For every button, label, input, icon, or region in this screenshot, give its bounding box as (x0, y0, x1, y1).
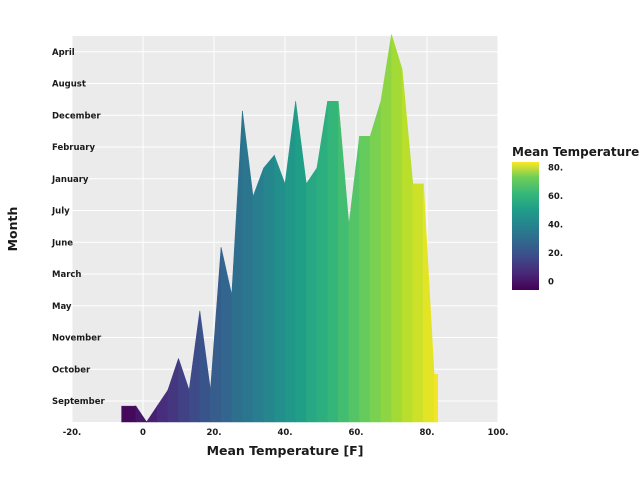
y-tick-label: June (51, 238, 73, 248)
x-tick-label: 60. (348, 428, 363, 438)
area-segment (121, 405, 137, 423)
legend-title: Mean Temperature [F (512, 145, 640, 159)
y-tick-label: December (52, 111, 101, 121)
y-tick-label: October (52, 365, 91, 375)
y-tick-label: September (52, 397, 106, 407)
colorbar (512, 162, 539, 290)
legend-tick-label: 60. (548, 192, 563, 202)
area-segment (433, 374, 438, 423)
y-tick-label: April (52, 48, 75, 58)
area-segment (274, 155, 286, 423)
density-area (121, 34, 438, 423)
y-tick-label: March (52, 270, 81, 280)
y-tick-label: July (51, 207, 70, 217)
x-axis-title: Mean Temperature [F] (207, 443, 364, 458)
x-tick-label: -20. (63, 428, 82, 438)
x-tick-label: 0 (140, 428, 146, 438)
area-segment (412, 183, 424, 423)
area-segment (252, 167, 265, 423)
y-tick-label: May (52, 302, 72, 312)
y-tick-label: August (52, 80, 86, 90)
x-tick-label: 80. (419, 428, 434, 438)
legend-tick-label: 80. (548, 164, 563, 174)
x-tick-label: 100. (488, 428, 509, 438)
legend-tick-label: 20. (548, 249, 563, 259)
colorbar-ticks: 0 20. 40. 60. 80. (548, 164, 563, 288)
x-tick-label: 20. (206, 428, 221, 438)
x-axis-ticks: -20. 0 20. 40. 60. 80. 100. (63, 428, 509, 438)
area-segment (380, 34, 392, 423)
y-tick-label: January (51, 175, 89, 185)
area-segment (305, 167, 318, 423)
area-segment (359, 135, 371, 423)
area-segment (263, 154, 275, 423)
x-tick-label: 40. (277, 428, 292, 438)
area-segment (369, 101, 382, 423)
y-axis-ticks: September October November May March June July… (51, 48, 106, 407)
area-segment (327, 101, 339, 423)
area-segment (391, 34, 403, 423)
y-tick-label: February (52, 143, 95, 153)
y-tick-label: November (52, 334, 102, 344)
legend-tick-label: 40. (548, 221, 563, 231)
legend-tick-label: 0 (548, 277, 554, 287)
colorbar-legend: Mean Temperature [F 0 20. 40. 60. 80. (512, 145, 640, 290)
area-segment (135, 405, 148, 423)
y-axis-title: Month (5, 207, 20, 252)
